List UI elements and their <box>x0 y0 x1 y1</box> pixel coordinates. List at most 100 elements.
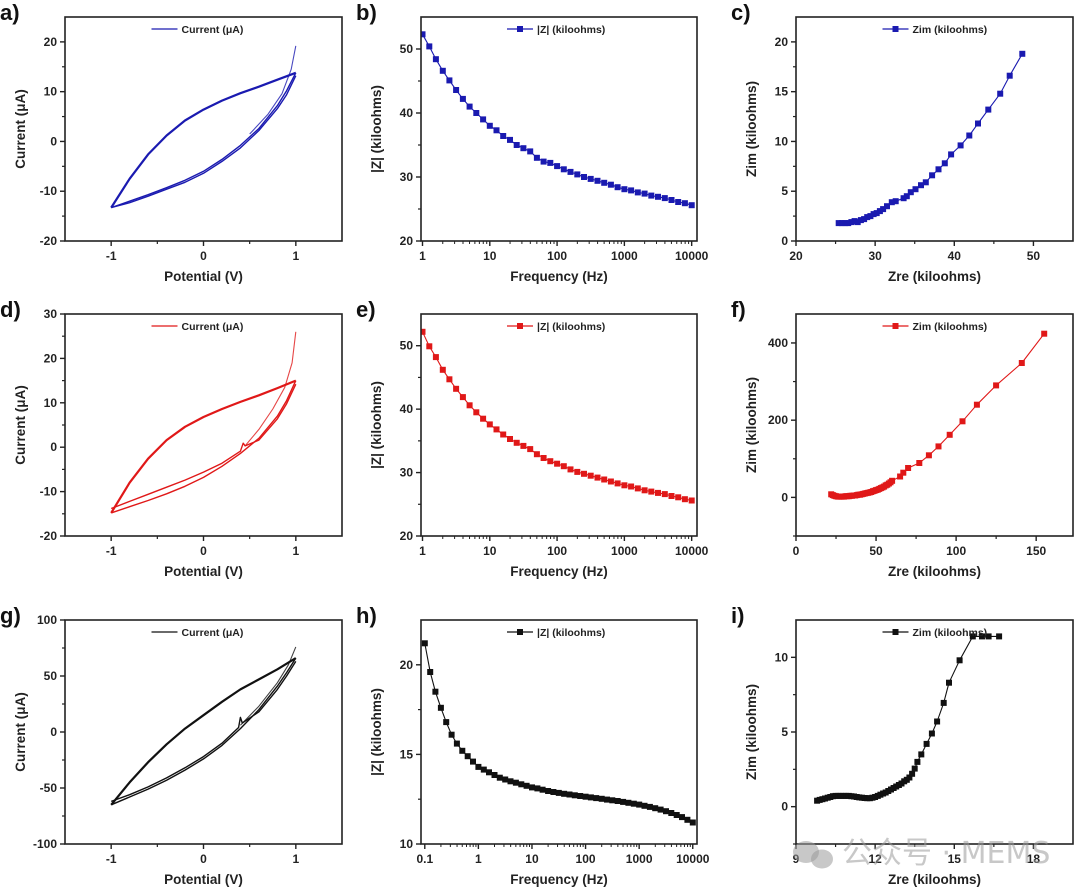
y-tick-label: 5 <box>781 725 788 739</box>
x-tick-label: 30 <box>868 249 882 263</box>
y-tick-label: 20 <box>44 351 58 365</box>
data-point <box>979 633 985 640</box>
data-point <box>870 211 877 218</box>
data-point <box>432 354 439 361</box>
data-point <box>957 142 964 149</box>
data-point <box>473 110 480 116</box>
data-point <box>661 195 668 202</box>
data-point <box>884 203 890 210</box>
data-point <box>940 699 947 706</box>
chart-panel-c: c) 20 30 40 50 0 5 10 15 20 Zre (kiloohms) Zim (kil… <box>731 0 1074 284</box>
y-tick-label: 50 <box>44 669 58 683</box>
x-tick-label: 12 <box>868 852 882 866</box>
data-point <box>684 816 691 823</box>
x-tick-label: 10 <box>483 249 497 263</box>
legend: |Z| (kiloohms) <box>507 627 605 639</box>
y-tick-label: 20 <box>400 658 414 672</box>
data-point <box>502 776 509 783</box>
y-axis-title: Current (μA) <box>13 385 28 465</box>
data-point <box>496 774 503 781</box>
data-point <box>1019 50 1026 57</box>
data-point <box>997 90 1004 97</box>
plot-frame <box>64 16 343 242</box>
x-tick-label: 15 <box>948 852 962 866</box>
data-point <box>925 452 932 459</box>
data-point <box>905 465 912 471</box>
data-point <box>453 385 460 392</box>
y-tick-label: 5 <box>781 184 788 198</box>
data-point <box>421 640 428 647</box>
legend: Zim (kiloohms) <box>882 627 988 639</box>
x-axis-title: Frequency (Hz) <box>510 269 608 284</box>
data-point <box>888 199 895 206</box>
y-tick-label: 10 <box>400 837 414 851</box>
data-point <box>620 798 627 805</box>
legend-marker <box>892 629 899 635</box>
series-line <box>422 331 692 502</box>
data-point <box>929 172 936 179</box>
data-point <box>443 719 450 726</box>
series-line <box>110 657 297 806</box>
data-point <box>688 497 695 504</box>
x-tick-label: 1000 <box>611 544 638 558</box>
data-point <box>545 788 552 794</box>
data-point <box>547 159 554 166</box>
legend-label: Zim (kiloohms) <box>913 627 988 639</box>
data-point <box>529 784 535 791</box>
y-tick-label: 0 <box>50 134 57 148</box>
data-point <box>475 763 482 770</box>
y-tick-label: 40 <box>400 402 414 416</box>
panel-label: f) <box>731 297 746 322</box>
data-point <box>628 483 635 490</box>
data-point <box>594 177 601 184</box>
data-point <box>975 120 981 127</box>
data-point <box>848 219 855 226</box>
data-point <box>426 43 433 50</box>
data-point <box>547 458 554 465</box>
y-tick-label: 0 <box>781 490 788 504</box>
series-line <box>422 34 692 206</box>
series-line <box>110 379 297 514</box>
legend-label: |Z| (kiloohms) <box>537 321 605 333</box>
data-point <box>969 633 976 640</box>
series-line <box>110 380 297 514</box>
data-point <box>636 801 643 808</box>
legend-label: Current (μA) <box>182 321 244 333</box>
data-point <box>851 218 858 225</box>
x-tick-label: 1000 <box>611 249 638 263</box>
series-group <box>110 331 297 514</box>
data-point <box>577 793 584 799</box>
series-group <box>828 330 1048 500</box>
data-point <box>876 208 883 215</box>
x-tick-label: 1 <box>475 852 482 866</box>
data-point <box>533 451 540 458</box>
data-point <box>935 166 942 173</box>
data-point <box>561 790 568 797</box>
data-point <box>567 168 574 175</box>
data-point <box>657 806 664 813</box>
data-point <box>453 87 460 93</box>
chart-panel-h: h) 0.1 1 10 100 1000 10000 10 15 20 Frequency (Hz)… <box>356 603 710 887</box>
legend-label: |Z| (kiloohms) <box>537 24 605 36</box>
data-point <box>946 431 953 438</box>
data-point <box>480 415 487 422</box>
data-point <box>604 796 610 803</box>
series-line <box>110 72 297 209</box>
data-point <box>486 122 493 129</box>
x-tick-label: 40 <box>948 249 962 263</box>
data-point <box>614 480 621 487</box>
x-tick-label: 0 <box>200 852 207 866</box>
y-axis-title: Current (μA) <box>13 692 28 772</box>
y-tick-label: -20 <box>40 529 58 543</box>
panel-label: b) <box>356 0 377 25</box>
y-tick-label: 20 <box>775 35 789 49</box>
x-tick-label: 100 <box>547 249 567 263</box>
y-tick-label: 0 <box>781 234 788 248</box>
data-point <box>554 163 561 170</box>
wechat-icon <box>793 841 833 869</box>
series-line <box>838 53 1023 224</box>
data-point <box>520 145 527 152</box>
data-point <box>512 779 519 786</box>
x-tick-label: 0 <box>793 544 800 558</box>
